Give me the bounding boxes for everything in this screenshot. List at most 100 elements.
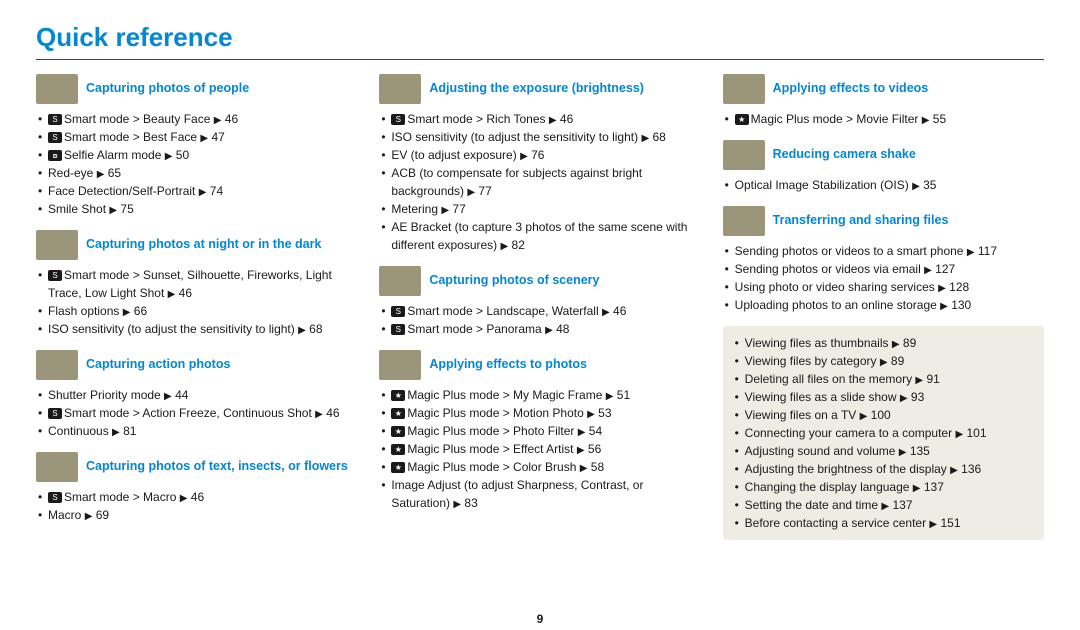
item-text: Shutter Priority mode [48,388,164,402]
page-ref-arrow: ▶ [501,241,509,252]
page-ref: 51 [617,388,630,402]
section-thumbnail [36,230,78,260]
page-ref: 46 [191,490,204,504]
item-text: Optical Image Stabilization (OIS) [735,178,912,192]
section-header: Capturing photos at night or in the dark [36,230,357,260]
list-item: Before contacting a service center ▶ 151 [735,514,1034,532]
page-ref-arrow: ▶ [97,169,105,180]
item-text: Viewing files as thumbnails [745,336,892,350]
section-title: Capturing photos of people [86,81,249,97]
list-item: Viewing files as a slide show ▶ 93 [735,388,1034,406]
column-1: Capturing photos of people SSmart mode >… [36,74,357,540]
page-ref: 137 [924,480,944,494]
list-item: Sending photos or videos to a smart phon… [725,242,1044,260]
list-item: Viewing files on a TV ▶ 100 [735,406,1034,424]
list-item: Image Adjust (to adjust Sharpness, Contr… [381,476,700,512]
page-ref: 48 [556,322,569,336]
list-item: Changing the display language ▶ 137 [735,478,1034,496]
section-title: Capturing photos of text, insects, or fl… [86,459,348,475]
list-item: Metering ▶ 77 [381,200,700,218]
columns: Capturing photos of people SSmart mode >… [36,74,1044,540]
page-ref: 56 [588,442,601,456]
list-item: Setting the date and time ▶ 137 [735,496,1034,514]
section-list: SSmart mode > Beauty Face ▶ 46SSmart mod… [36,110,357,218]
mode-icon: S [48,132,62,143]
section: Transferring and sharing files Sending p… [723,206,1044,314]
page-ref-arrow: ▶ [168,289,176,300]
item-text: ISO sensitivity (to adjust the sensitivi… [391,130,641,144]
item-text: Smart mode > Rich Tones [407,112,549,126]
list-item: ★Magic Plus mode > Movie Filter ▶ 55 [725,110,1044,128]
list-item: Viewing files by category ▶ 89 [735,352,1034,370]
section-thumbnail [36,74,78,104]
list-item: SSmart mode > Landscape, Waterfall ▶ 46 [381,302,700,320]
section-title: Adjusting the exposure (brightness) [429,81,644,97]
page-ref: 46 [326,406,339,420]
page-ref-arrow: ▶ [880,357,888,368]
list-item: ⧇Selfie Alarm mode ▶ 50 [38,146,357,164]
section-header: Reducing camera shake [723,140,1044,170]
list-item: Optical Image Stabilization (OIS) ▶ 35 [725,176,1044,194]
page-ref-arrow: ▶ [200,133,208,144]
list-item: ★Magic Plus mode > Color Brush ▶ 58 [381,458,700,476]
mode-icon: S [48,408,62,419]
item-text: Sending photos or videos to a smart phon… [735,244,967,258]
section-title: Capturing photos of scenery [429,273,599,289]
list-item: Smile Shot ▶ 75 [38,200,357,218]
page-ref: 66 [134,304,147,318]
section: Capturing photos of text, insects, or fl… [36,452,357,524]
page-ref: 65 [108,166,121,180]
list-item: SSmart mode > Sunset, Silhouette, Firewo… [38,266,357,302]
item-text: Viewing files by category [745,354,880,368]
page-ref-arrow: ▶ [549,115,557,126]
section: Applying effects to videos ★Magic Plus m… [723,74,1044,128]
section-header: Transferring and sharing files [723,206,1044,236]
section-list: Shutter Priority mode ▶ 44 SSmart mode > … [36,386,357,440]
section-header: Capturing action photos [36,350,357,380]
item-text: Adjusting the brightness of the display [745,462,950,476]
page-ref-arrow: ▶ [298,325,306,336]
section-thumbnail [379,74,421,104]
page-ref-arrow: ▶ [520,151,528,162]
item-text: Face Detection/Self-Portrait [48,184,199,198]
item-text: Magic Plus mode > Photo Filter [407,424,577,438]
item-text: Adjusting sound and volume [745,444,899,458]
page-ref-arrow: ▶ [545,325,553,336]
page-ref-arrow: ▶ [112,427,120,438]
page-ref: 44 [175,388,188,402]
section-list: SSmart mode > Landscape, Waterfall ▶ 46S… [379,302,700,338]
list-item: ★Magic Plus mode > My Magic Frame ▶ 51 [381,386,700,404]
item-text: AE Bracket (to capture 3 photos of the s… [391,220,687,252]
section: Applying effects to photos ★Magic Plus m… [379,350,700,512]
column-2: Adjusting the exposure (brightness) SSma… [379,74,700,540]
item-text: Smile Shot [48,202,109,216]
page-ref: 47 [211,130,224,144]
item-text: Selfie Alarm mode [64,148,165,162]
page-ref: 117 [978,244,997,258]
item-text: Macro [48,508,85,522]
page-ref-arrow: ▶ [578,427,586,438]
item-text: Connecting your camera to a computer [745,426,956,440]
page-ref-arrow: ▶ [577,445,585,456]
mode-icon: ★ [391,426,405,437]
list-item: SSmart mode > Panorama ▶ 48 [381,320,700,338]
section-header: Adjusting the exposure (brightness) [379,74,700,104]
page-ref: 137 [892,498,912,512]
section-title: Transferring and sharing files [773,213,949,229]
mode-icon: S [391,324,405,335]
page-ref-arrow: ▶ [929,519,937,530]
page-ref-arrow: ▶ [441,205,449,216]
page-ref-arrow: ▶ [915,375,923,386]
page-ref-arrow: ▶ [892,339,900,350]
section-title: Capturing photos at night or in the dark [86,237,321,253]
item-text: Smart mode > Action Freeze, Continuous S… [64,406,315,420]
page-ref-arrow: ▶ [199,187,207,198]
page-ref: 136 [961,462,981,476]
page-ref: 55 [933,112,946,126]
mode-icon: ★ [391,462,405,473]
page-ref-arrow: ▶ [922,115,930,126]
item-text: Magic Plus mode > Motion Photo [407,406,587,420]
section-list: Optical Image Stabilization (OIS) ▶ 35 [723,176,1044,194]
page-ref: 46 [613,304,626,318]
page-ref: 151 [940,516,960,530]
